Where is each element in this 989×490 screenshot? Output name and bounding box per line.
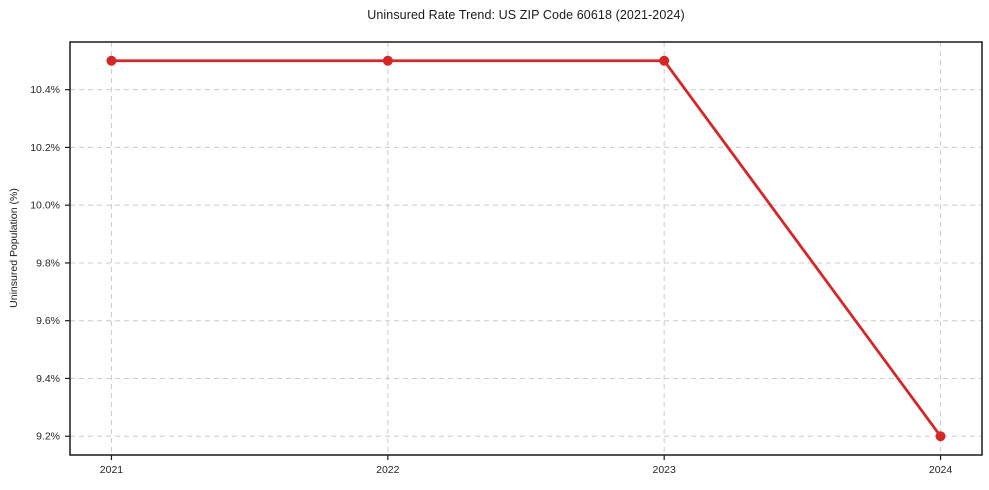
plot-border [69, 41, 983, 456]
chart-title: Uninsured Rate Trend: US ZIP Code 60618 … [367, 8, 685, 22]
x-tick-label: 2024 [929, 464, 953, 476]
y-tick-label: 9.8% [36, 257, 60, 269]
y-tick-label: 10.0% [30, 200, 60, 212]
y-tick-label: 10.4% [30, 84, 60, 96]
data-point-marker [382, 55, 393, 66]
x-tick-label: 2021 [100, 464, 124, 476]
y-tick-label: 9.2% [36, 431, 60, 443]
trend-line [110, 59, 942, 438]
y-tick-label: 9.6% [36, 315, 60, 327]
x-tick-label: 2022 [376, 464, 400, 476]
data-point-marker [935, 431, 946, 442]
data-point-marker [659, 55, 670, 66]
x-tick-label: 2023 [653, 464, 677, 476]
y-tick-label: 10.2% [30, 142, 60, 154]
data-point-marker [106, 55, 117, 66]
y-tick-label: 9.4% [36, 373, 60, 385]
